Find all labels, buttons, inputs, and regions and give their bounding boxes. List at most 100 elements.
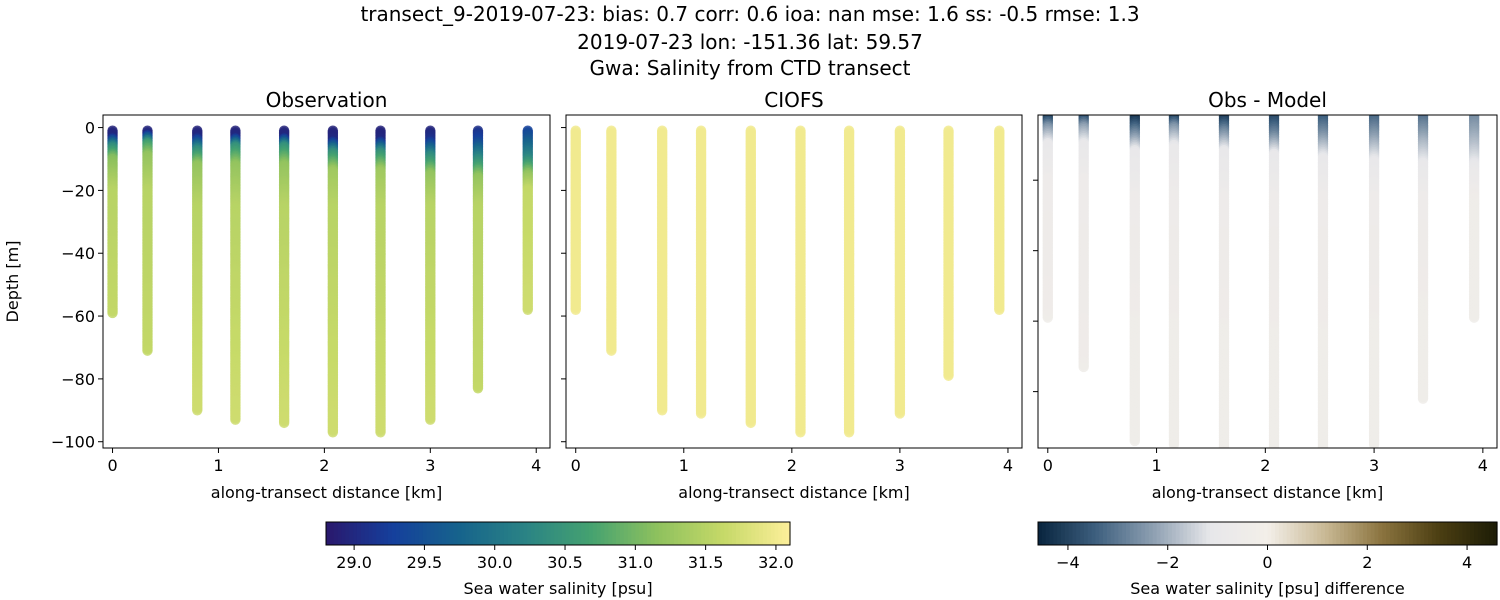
y-axis-label: Depth [m]: [3, 241, 22, 323]
data-point: [1318, 455, 1328, 465]
panel-ciofs: CIOFS 0 1 2 3 4 along-transect distance [km]: [561, 88, 1023, 502]
data-point: [375, 427, 386, 438]
data-point: [994, 304, 1005, 315]
y-tick-label: −20: [61, 181, 95, 200]
x-tick-label: 1: [213, 456, 223, 475]
data-point: [1042, 312, 1053, 323]
data-point: [472, 383, 484, 394]
data-point: [745, 417, 756, 429]
data-point: [1318, 450, 1328, 460]
x-axis-label: along-transect distance [km]: [211, 483, 442, 502]
panel-observation: Observation 0 1 2 3 4 along-transect distance …: [3, 88, 551, 502]
y-tick-label: −80: [61, 370, 95, 389]
data-point: [1168, 439, 1180, 448]
station-column: [1468, 115, 1480, 323]
y-tick-label: −100: [51, 433, 95, 452]
data-points: [570, 125, 1005, 438]
data-point: [1318, 452, 1328, 462]
station-column: [522, 125, 533, 315]
data-point: [230, 414, 241, 425]
station-column: [278, 125, 290, 429]
data-point: [1269, 444, 1279, 448]
data-point: [1318, 448, 1328, 458]
axes-frame: [102, 114, 551, 449]
data-point: [107, 307, 118, 319]
station-column: [192, 125, 203, 416]
data-point: [1318, 453, 1328, 463]
x-tick-label: 2: [787, 456, 797, 475]
station-column: [472, 125, 484, 394]
data-point: [278, 417, 290, 429]
station-column: [994, 125, 1005, 315]
y-tick-label: −40: [61, 244, 95, 263]
station-column: [425, 125, 436, 425]
data-point: [894, 408, 906, 419]
station-column: [1268, 115, 1280, 448]
x-tick-label: 4: [1003, 456, 1013, 475]
x-tick-label: 3: [425, 456, 435, 475]
station-column: [745, 125, 756, 429]
data-point: [1368, 439, 1380, 448]
data-point: [943, 370, 954, 381]
data-point: [606, 345, 617, 356]
station-column: [327, 125, 339, 438]
data-point: [1318, 457, 1328, 467]
x-tick-label: 4: [531, 456, 541, 475]
axes-frame: [565, 114, 1023, 449]
data-point: [327, 427, 339, 438]
station-column: [1129, 115, 1141, 447]
x-tick-label: 2: [319, 456, 329, 475]
station-column: [1317, 115, 1329, 467]
figure-title-line1: transect_9-2019-07-23: bias: 0.7 corr: 0…: [360, 2, 1140, 26]
data-points: [107, 125, 533, 438]
data-point: [1219, 444, 1229, 448]
data-point: [656, 405, 668, 416]
data-point: [795, 427, 806, 438]
x-tick-label: 3: [895, 456, 905, 475]
y-tick-label: −60: [61, 307, 95, 326]
panel-title: CIOFS: [764, 88, 823, 112]
station-column: [606, 125, 617, 356]
station-column: [894, 125, 906, 419]
station-column: [107, 125, 118, 319]
data-point: [570, 304, 581, 315]
x-tick-label: 1: [679, 456, 689, 475]
data-point: [695, 408, 707, 419]
data-points: [1042, 115, 1480, 467]
station-column: [1417, 115, 1429, 404]
station-column: [695, 125, 707, 419]
station-column: [1368, 115, 1380, 448]
station-column: [1168, 115, 1180, 448]
station-column: [843, 125, 855, 438]
station-column: [375, 125, 386, 438]
station-column: [230, 125, 241, 425]
x-tick-label: 0: [107, 456, 117, 475]
station-column: [795, 125, 806, 438]
station-column: [943, 125, 954, 381]
station-column: [656, 125, 668, 416]
station-column: [1218, 115, 1230, 460]
station-column: [142, 125, 153, 356]
data-point: [1129, 435, 1141, 447]
data-point: [1078, 361, 1089, 373]
data-point: [1318, 444, 1328, 448]
x-tick-label: 0: [571, 456, 581, 475]
figure-title-line3: Gwa: Salinity from CTD transect: [589, 56, 911, 80]
data-point: [1417, 393, 1429, 404]
station-column: [570, 125, 581, 315]
data-point: [843, 427, 855, 438]
station-column: [1042, 115, 1053, 323]
data-point: [522, 304, 533, 315]
y-tick-label: 0: [85, 119, 95, 138]
x-axis-label: along-transect distance [km]: [678, 483, 909, 502]
data-point: [425, 414, 436, 425]
data-point: [1219, 448, 1229, 458]
station-column: [1078, 115, 1089, 373]
panel-title: Observation: [266, 88, 388, 112]
figure-title-line2: 2019-07-23 lon: -151.36 lat: 59.57: [577, 30, 923, 54]
data-point: [1219, 450, 1229, 460]
data-point: [142, 345, 153, 356]
data-point: [192, 405, 203, 416]
